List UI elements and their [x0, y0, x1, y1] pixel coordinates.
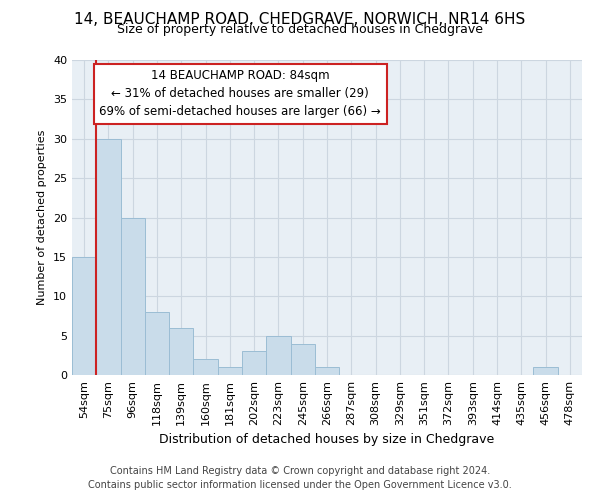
Bar — [193, 359, 218, 375]
Bar — [218, 367, 242, 375]
Bar — [315, 367, 339, 375]
Bar — [121, 218, 145, 375]
Bar — [290, 344, 315, 375]
Bar — [266, 336, 290, 375]
Text: 14 BEAUCHAMP ROAD: 84sqm
← 31% of detached houses are smaller (29)
69% of semi-d: 14 BEAUCHAMP ROAD: 84sqm ← 31% of detach… — [100, 70, 381, 118]
X-axis label: Distribution of detached houses by size in Chedgrave: Distribution of detached houses by size … — [160, 434, 494, 446]
Bar — [169, 328, 193, 375]
Y-axis label: Number of detached properties: Number of detached properties — [37, 130, 47, 305]
Text: Size of property relative to detached houses in Chedgrave: Size of property relative to detached ho… — [117, 22, 483, 36]
Bar — [72, 257, 96, 375]
Text: 14, BEAUCHAMP ROAD, CHEDGRAVE, NORWICH, NR14 6HS: 14, BEAUCHAMP ROAD, CHEDGRAVE, NORWICH, … — [74, 12, 526, 28]
Bar — [145, 312, 169, 375]
Bar — [242, 352, 266, 375]
Bar — [533, 367, 558, 375]
Bar — [96, 138, 121, 375]
Text: Contains HM Land Registry data © Crown copyright and database right 2024.
Contai: Contains HM Land Registry data © Crown c… — [88, 466, 512, 490]
